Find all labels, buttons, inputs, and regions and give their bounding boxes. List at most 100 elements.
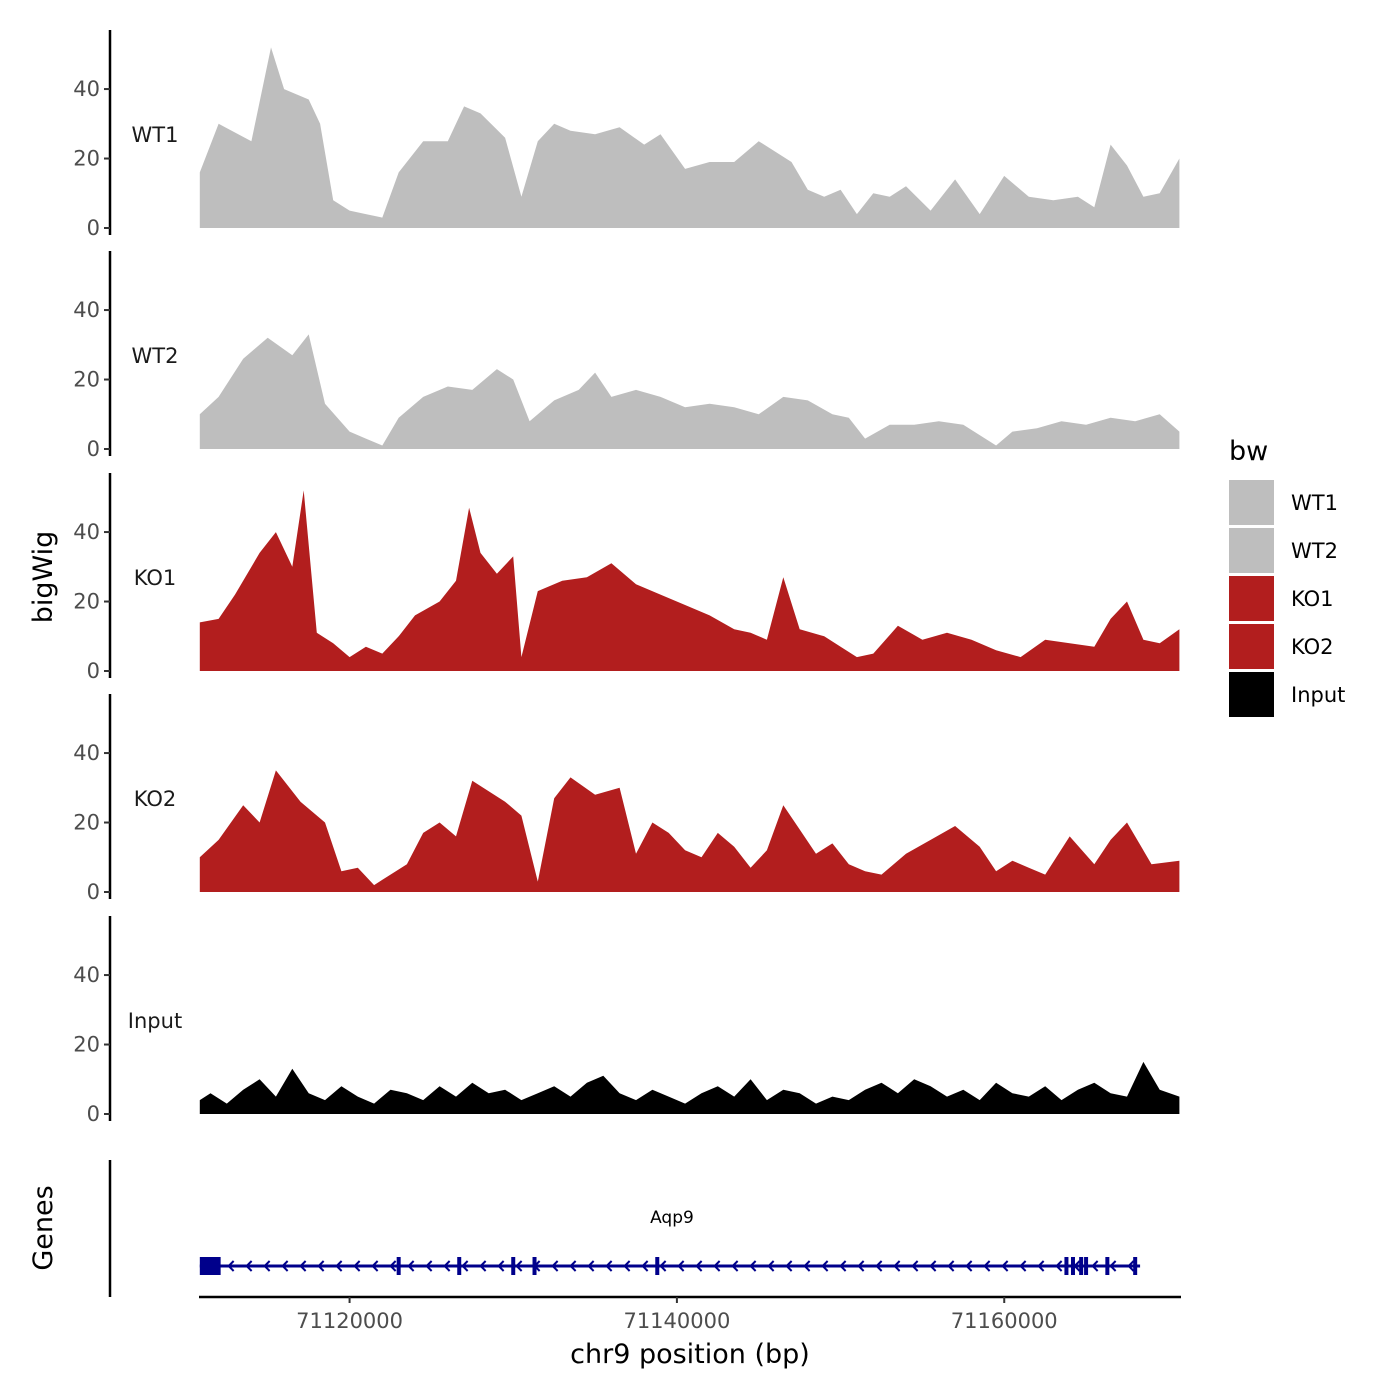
- strand-chevron: [929, 1260, 937, 1272]
- gene-exon: [396, 1257, 401, 1275]
- legend-label-wt2: WT2: [1291, 539, 1338, 563]
- legend-label-ko2: KO2: [1291, 635, 1334, 659]
- strand-chevron: [497, 1260, 505, 1272]
- panel-input: 0 20 40 Input: [73, 916, 1180, 1126]
- gene-exon: [511, 1257, 516, 1275]
- strand-chevron: [641, 1260, 649, 1272]
- legend-label-wt1: WT1: [1291, 491, 1338, 515]
- strand-chevron: [947, 1260, 955, 1272]
- strand-chevron: [245, 1260, 253, 1272]
- gene-exon: [655, 1257, 660, 1275]
- strand-chevron: [1055, 1260, 1063, 1272]
- track-label: KO1: [134, 566, 177, 590]
- strand-chevron: [1001, 1260, 1009, 1272]
- strand-chevron: [1109, 1260, 1117, 1272]
- panel-ko2: 0 20 40 KO2: [73, 694, 1180, 904]
- strand-chevron: [785, 1260, 793, 1272]
- strand-chevron: [839, 1260, 847, 1272]
- strand-chevron: [425, 1260, 433, 1272]
- legend-swatch-ko2: [1229, 624, 1274, 669]
- strand-chevron: [263, 1260, 271, 1272]
- genes-axis-title: Genes: [28, 1185, 59, 1270]
- strand-chevron: [767, 1260, 775, 1272]
- y-tick-label: 40: [73, 77, 100, 101]
- y-axis-title: bigWig: [28, 531, 59, 624]
- panel-wt2: 0 20 40 WT2: [73, 251, 1180, 461]
- strand-chevron: [749, 1260, 757, 1272]
- gene-exon-block: [199, 1257, 219, 1275]
- y-tick-label: 0: [87, 437, 100, 461]
- y-tick-label: 40: [73, 298, 100, 322]
- y-tick-label: 20: [73, 368, 100, 392]
- x-tick-label: 71140000: [623, 1309, 730, 1333]
- x-axis-title: chr9 position (bp): [570, 1339, 810, 1370]
- strand-chevron: [677, 1260, 685, 1272]
- gene-exon: [216, 1257, 221, 1275]
- strand-chevron: [875, 1260, 883, 1272]
- gene-exon: [532, 1257, 537, 1275]
- strand-chevron: [479, 1260, 487, 1272]
- strand-chevron: [983, 1260, 991, 1272]
- gene-exon: [1084, 1257, 1089, 1275]
- strand-chevron: [803, 1260, 811, 1272]
- strand-chevron: [317, 1260, 325, 1272]
- area-ko2: [199, 770, 1180, 892]
- gene-exon: [1133, 1257, 1138, 1275]
- area-input: [199, 1061, 1180, 1114]
- y-tick-label: 0: [87, 659, 100, 683]
- strand-chevron: [389, 1260, 397, 1272]
- strand-chevron: [551, 1260, 559, 1272]
- track-label: KO2: [134, 787, 177, 811]
- area-wt1: [199, 47, 1180, 229]
- y-tick-label: 0: [87, 880, 100, 904]
- track-label: WT2: [132, 344, 179, 368]
- track-label: WT1: [132, 123, 179, 147]
- strand-chevron: [1127, 1260, 1135, 1272]
- gene-track: Aqp9: [108, 1160, 1141, 1297]
- x-axis: 71120000 71140000 71160000: [199, 1295, 1181, 1333]
- strand-chevron: [857, 1260, 865, 1272]
- y-tick-label: 40: [73, 963, 100, 987]
- strand-chevron: [407, 1260, 415, 1272]
- strand-chevron: [695, 1260, 703, 1272]
- strand-chevron: [821, 1260, 829, 1272]
- strand-chevron: [353, 1260, 361, 1272]
- strand-chevron: [587, 1260, 595, 1272]
- strand-chevron: [299, 1260, 307, 1272]
- gene-exon: [1064, 1257, 1069, 1275]
- strand-chevron: [371, 1260, 379, 1272]
- area-ko1: [199, 490, 1180, 671]
- legend-label-input: Input: [1291, 683, 1345, 707]
- gene-exon: [457, 1257, 462, 1275]
- panel-wt1: 0 20 40 WT1: [73, 30, 1180, 240]
- strand-chevron: [911, 1260, 919, 1272]
- strand-chevron: [515, 1260, 523, 1272]
- x-tick-label: 71160000: [951, 1309, 1058, 1333]
- gene-name-label: Aqp9: [650, 1208, 694, 1228]
- y-tick-label: 20: [73, 811, 100, 835]
- strand-chevron: [1037, 1260, 1045, 1272]
- legend-swatch-wt2: [1229, 528, 1274, 573]
- strand-chevron: [227, 1260, 235, 1272]
- strand-chevron: [1091, 1260, 1099, 1272]
- gene-exon: [1070, 1257, 1075, 1275]
- panel-ko1: 0 20 40 KO1: [73, 473, 1180, 683]
- strand-chevron: [965, 1260, 973, 1272]
- y-tick-label: 40: [73, 520, 100, 544]
- strand-chevron: [731, 1260, 739, 1272]
- strand-chevron: [281, 1260, 289, 1272]
- y-tick-label: 20: [73, 590, 100, 614]
- strand-chevron: [461, 1260, 469, 1272]
- track-label: Input: [128, 1009, 182, 1033]
- gene-exon: [1105, 1257, 1110, 1275]
- y-tick-label: 20: [73, 147, 100, 171]
- legend-swatch-input: [1229, 672, 1274, 717]
- y-tick-label: 0: [87, 216, 100, 240]
- strand-chevron: [443, 1260, 451, 1272]
- legend-title: bw: [1229, 436, 1268, 467]
- strand-chevron: [623, 1260, 631, 1272]
- area-wt2: [199, 334, 1180, 449]
- legend: bw WT1 WT2 KO1 KO2 Input: [1229, 436, 1345, 717]
- strand-chevron: [1019, 1260, 1027, 1272]
